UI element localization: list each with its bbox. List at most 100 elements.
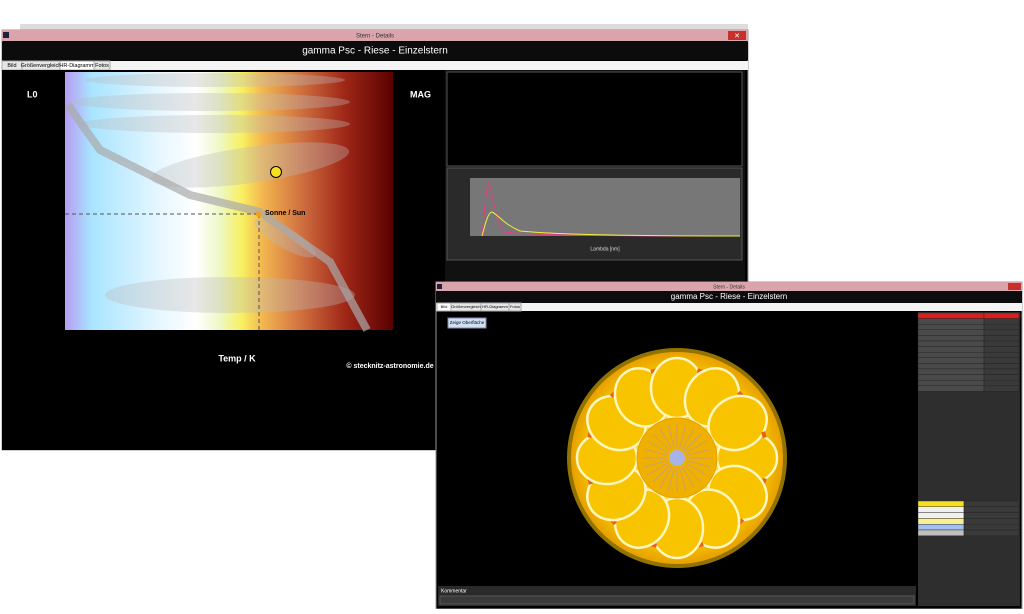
app-icon (3, 32, 9, 38)
x-axis-title: Temp / K (218, 353, 256, 363)
core-ray (644, 448, 668, 456)
core-ray (667, 467, 675, 491)
core-ray (685, 440, 707, 454)
left-axis-title: L0 (27, 89, 38, 99)
tab-label: Bild (441, 304, 448, 309)
minimize-button[interactable] (702, 31, 712, 40)
property-row (917, 318, 985, 325)
property-row (917, 352, 985, 359)
spot (761, 431, 767, 439)
color-row (917, 500, 965, 508)
tab-label: Fotos (510, 304, 520, 309)
region (70, 93, 350, 111)
region (80, 115, 350, 133)
property-value (983, 352, 1020, 359)
property-row (917, 357, 985, 364)
tab-strip (436, 303, 1022, 311)
core-ray (686, 448, 710, 456)
tab-label: Bild (7, 63, 16, 69)
spectrum-plot (470, 178, 740, 236)
core-ray (683, 464, 702, 483)
property-value (983, 340, 1020, 347)
sun-label: Sonne / Sun (265, 210, 305, 217)
core-ray (686, 460, 710, 468)
core-ray (679, 425, 687, 449)
property-value (983, 357, 1020, 364)
property-value (983, 374, 1020, 381)
property-value (983, 318, 1020, 325)
color-value (963, 524, 1020, 531)
core-ray (652, 464, 671, 483)
main-sequence (64, 102, 371, 332)
core-ray (679, 467, 687, 491)
property-row (917, 335, 985, 342)
property-row (917, 385, 985, 392)
comment-box[interactable] (439, 595, 915, 605)
core-ray (659, 428, 673, 450)
region (105, 277, 355, 313)
header-bar (436, 291, 1022, 303)
property-value (983, 346, 1020, 353)
show-surface-button[interactable] (447, 317, 487, 329)
header-title: gamma Psc - Riese - Einzelstern (671, 292, 787, 301)
tab[interactable] (508, 302, 522, 312)
tab-label: HR-Diagramm (59, 63, 95, 69)
property-row (917, 340, 985, 347)
core-ray (681, 466, 695, 488)
tab-label: Größenvergleich (21, 63, 62, 69)
property-value (983, 380, 1020, 387)
header-title: gamma Psc - Riese - Einzelstern (302, 46, 448, 57)
property-row (917, 368, 985, 375)
spectrum-x-label: Lambda [nm] (590, 246, 620, 252)
color-row (917, 506, 965, 513)
core-ray (683, 433, 702, 452)
maximize-button[interactable] (714, 31, 724, 40)
property-value (983, 368, 1020, 375)
property-value (983, 335, 1020, 342)
color-row (917, 518, 965, 525)
core-ray (647, 440, 669, 454)
property-value (983, 329, 1020, 336)
property-row (917, 363, 985, 370)
comment-label: Kommentar (441, 588, 467, 594)
property-row (917, 312, 985, 319)
app-icon (437, 284, 442, 289)
core-ray (685, 462, 707, 476)
legend-panel (446, 71, 743, 167)
core-ray (681, 428, 695, 450)
region (254, 218, 316, 258)
button-label: Zeige Oberfläche (450, 320, 485, 325)
tab-label: Größenvergleich (451, 304, 481, 309)
region (85, 73, 345, 87)
property-value (983, 363, 1020, 370)
star-marker (270, 166, 282, 178)
close-button[interactable] (1008, 283, 1021, 290)
core-ray (652, 433, 671, 452)
property-row (917, 380, 985, 387)
right-axis-title: MAG (410, 89, 431, 99)
color-value (963, 518, 1020, 525)
title-bar (2, 30, 748, 41)
color-row (917, 524, 965, 531)
close-button[interactable] (728, 31, 746, 40)
spectrum-curve (481, 211, 741, 237)
property-value (983, 312, 1020, 319)
window-title: Stern - Details (713, 284, 745, 290)
color-row (917, 529, 965, 537)
core-ray (659, 466, 673, 488)
header-bar (2, 42, 748, 60)
window-title: Stern - Details (356, 34, 394, 40)
property-row (917, 374, 985, 381)
window-shadow (20, 24, 748, 32)
property-row (917, 324, 985, 331)
star-center (669, 450, 685, 466)
color-value (963, 500, 1020, 508)
tab-label: Fotos (95, 63, 109, 69)
tab-label: HR-Diagramm (482, 304, 508, 309)
property-row (917, 346, 985, 353)
region (150, 142, 350, 188)
color-value (963, 512, 1020, 519)
tab-strip (2, 61, 748, 70)
core-ray (644, 460, 668, 468)
